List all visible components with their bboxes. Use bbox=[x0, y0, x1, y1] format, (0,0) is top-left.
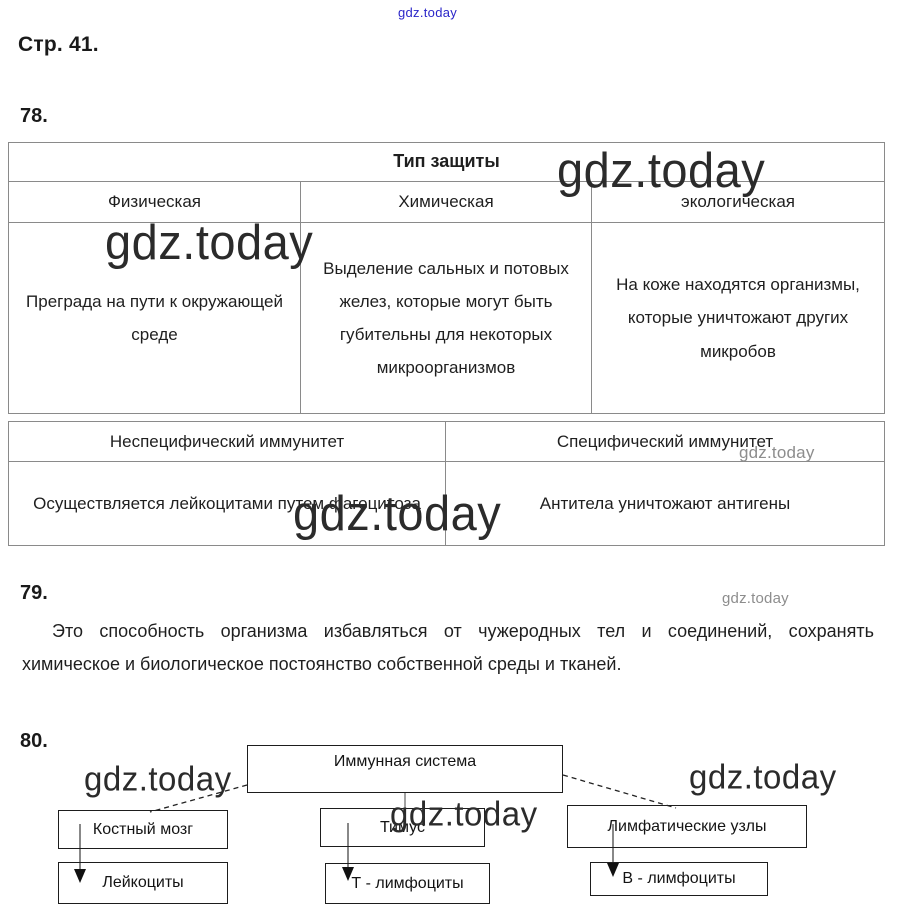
cell-ecological-description: На коже находятся организмы, которые уни… bbox=[590, 222, 886, 414]
node-label: Иммунная система bbox=[333, 753, 477, 770]
node-bone-marrow: Костный мозг bbox=[58, 810, 228, 849]
cell-nonspecific-description: Осуществляется лейкоцитами путем фагоцит… bbox=[8, 461, 446, 546]
diagram-connectors bbox=[74, 774, 677, 883]
arrow-head-bone-marrow-to-leukocytes bbox=[74, 869, 86, 883]
node-label: Т - лимфоциты bbox=[351, 874, 464, 892]
node-label: В - лимфоциты bbox=[622, 870, 736, 887]
node-label: Лейкоциты bbox=[102, 874, 184, 891]
page-label: Стр. 41. bbox=[18, 33, 99, 56]
node-leukocytes: Лейкоциты bbox=[58, 862, 228, 904]
cell-specific-description: Антитела уничтожают антигены bbox=[445, 461, 885, 546]
table-row: Осуществляется лейкоцитами путем фагоцит… bbox=[8, 461, 885, 546]
column-header-physical: Физическая bbox=[8, 181, 301, 223]
node-b-lymphocytes: В - лимфоциты bbox=[590, 862, 768, 896]
node-label: Тимус bbox=[379, 818, 425, 836]
table-immunity-types: Неспецифический иммунитет Специфический … bbox=[8, 421, 885, 546]
node-lymph-nodes: Лимфатические узлы bbox=[567, 805, 807, 848]
node-thymus: Тимус bbox=[320, 808, 485, 847]
table-row-column-headers: Неспецифический иммунитет Специфический … bbox=[8, 421, 885, 462]
table-row: Преграда на пути к окружающей среде Выде… bbox=[8, 222, 886, 414]
task-number-78: 78. bbox=[20, 105, 48, 127]
table-row-column-headers: Физическая Химическая экологическая bbox=[8, 181, 886, 223]
table-main-header: Тип защиты bbox=[7, 142, 886, 182]
paragraph-answer-79: Это способность организма избавляться от… bbox=[22, 621, 874, 675]
table-row-main-header: Тип защиты bbox=[7, 142, 886, 182]
node-label: Костный мозг bbox=[92, 820, 194, 838]
column-header-specific-immunity: Специфический иммунитет bbox=[445, 421, 885, 462]
node-label: Лимфатические узлы bbox=[607, 817, 767, 835]
task-number-80: 80. bbox=[20, 730, 48, 752]
cell-physical-description: Преграда на пути к окружающей среде bbox=[8, 222, 301, 414]
diagram-immune-system: Иммунная система Костный мозг Тимус Лимф… bbox=[0, 720, 899, 921]
arrow-head-lymph-nodes-to-b-lymphocytes bbox=[607, 863, 619, 877]
column-header-chemical: Химическая bbox=[300, 181, 592, 223]
column-header-ecological: экологическая bbox=[590, 181, 886, 223]
connector-root-to-lymph-nodes bbox=[562, 774, 677, 809]
node-immune-system: Иммунная система bbox=[247, 745, 563, 793]
arrow-head-thymus-to-t-lymphocytes bbox=[342, 867, 354, 881]
watermark: gdz.today bbox=[722, 590, 789, 607]
node-t-lymphocytes: Т - лимфоциты bbox=[325, 863, 490, 904]
column-header-nonspecific-immunity: Неспецифический иммунитет bbox=[8, 421, 446, 462]
connector-root-to-bone-marrow bbox=[149, 784, 248, 813]
task-number-79: 79. bbox=[20, 582, 48, 604]
table-protection-types: Тип защиты Физическая Химическая экологи… bbox=[7, 142, 886, 414]
cell-chemical-description: Выделение сальных и потовых желез, котор… bbox=[300, 222, 592, 414]
watermark-top: gdz.today bbox=[398, 5, 458, 20]
